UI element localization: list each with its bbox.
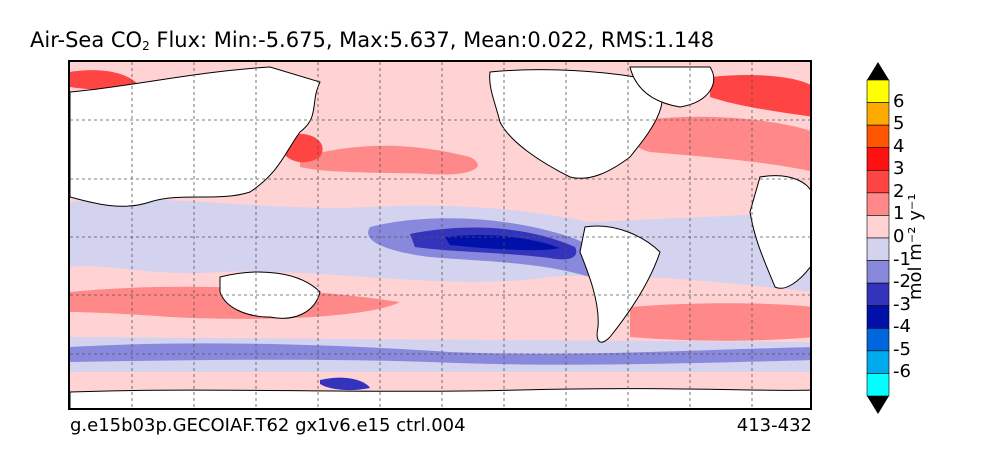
land-north-america <box>489 69 664 179</box>
flux-region-positive-7 <box>630 303 810 341</box>
title-subscript: 2 <box>142 39 150 53</box>
colorbar-tick-label: 3 <box>893 158 905 180</box>
colorbar-tick-label: 2 <box>893 180 905 202</box>
colorbar-swatch--4 <box>866 305 890 329</box>
colorbar-swatch--1 <box>866 237 890 261</box>
flux-region-negative-4 <box>445 235 560 251</box>
colorbar-swatch-bottom <box>866 373 890 397</box>
colorbar-tick-label: 0 <box>893 226 905 247</box>
colorbar-under-arrow <box>867 396 889 414</box>
colorbar-swatch-5 <box>866 102 890 126</box>
map-title: Air-Sea CO2 Flux: Min:-5.675, Max:5.637,… <box>30 28 714 53</box>
colorbar-swatch-6 <box>866 79 890 103</box>
colorbar-tick-label: -5 <box>893 338 911 360</box>
colorbar-unit-label: mol m⁻² y⁻¹ <box>905 193 926 300</box>
colorbar-tick-label: -2 <box>893 271 911 293</box>
colorbar-swatch-4 <box>866 124 890 149</box>
colorbar-tick-label: -1 <box>893 248 911 270</box>
map-canvas <box>70 62 810 408</box>
land-south-america <box>579 225 661 343</box>
flux-region-negative-6 <box>70 343 810 365</box>
land-eurasia <box>70 66 321 207</box>
title-suffix: Flux: Min:-5.675, Max:5.637, Mean:0.022,… <box>149 28 715 52</box>
colorbar-swatch--2 <box>866 260 890 284</box>
colorbar-swatch-2 <box>866 169 890 194</box>
flux-region-positive-3 <box>626 116 810 172</box>
colorbar-tick-label: -6 <box>893 361 911 383</box>
flux-region-positive-5 <box>70 70 140 91</box>
graticule <box>70 62 810 408</box>
colorbar-swatch-1 <box>866 192 890 216</box>
colorbar-swatch-3 <box>866 147 890 171</box>
colorbar-tick-label: -3 <box>893 293 911 315</box>
colorbar-tick-label: 4 <box>893 135 905 157</box>
land-masses <box>70 66 810 408</box>
co2-flux-map <box>68 60 812 410</box>
colorbar-tick-label: 6 <box>893 90 905 112</box>
title-prefix: Air-Sea CO <box>30 28 143 52</box>
land-antarctica <box>70 388 810 408</box>
flux-region-positive-4 <box>710 75 810 117</box>
flux-region-positive-1 <box>300 145 478 175</box>
colorbar-tick-label: 1 <box>893 203 905 225</box>
land-greenland <box>629 66 715 108</box>
colorbar-swatch--6 <box>866 350 890 374</box>
colorbar-swatch--3 <box>866 282 890 307</box>
land-africa <box>749 175 810 289</box>
year-range: 413-432 <box>736 415 812 436</box>
colorbar-swatch-0 <box>866 215 890 239</box>
colorbar-swatch--5 <box>866 327 890 352</box>
colorbar <box>866 62 890 414</box>
colorbar-tick-label: 5 <box>893 113 905 135</box>
case-name: g.e15b03p.GECOIAF.T62 gx1v6.e15 ctrl.004 <box>70 415 466 436</box>
colorbar-over-arrow <box>867 62 889 80</box>
colorbar-tick-label: -4 <box>893 316 911 338</box>
flux-region-negative-7 <box>320 377 370 391</box>
